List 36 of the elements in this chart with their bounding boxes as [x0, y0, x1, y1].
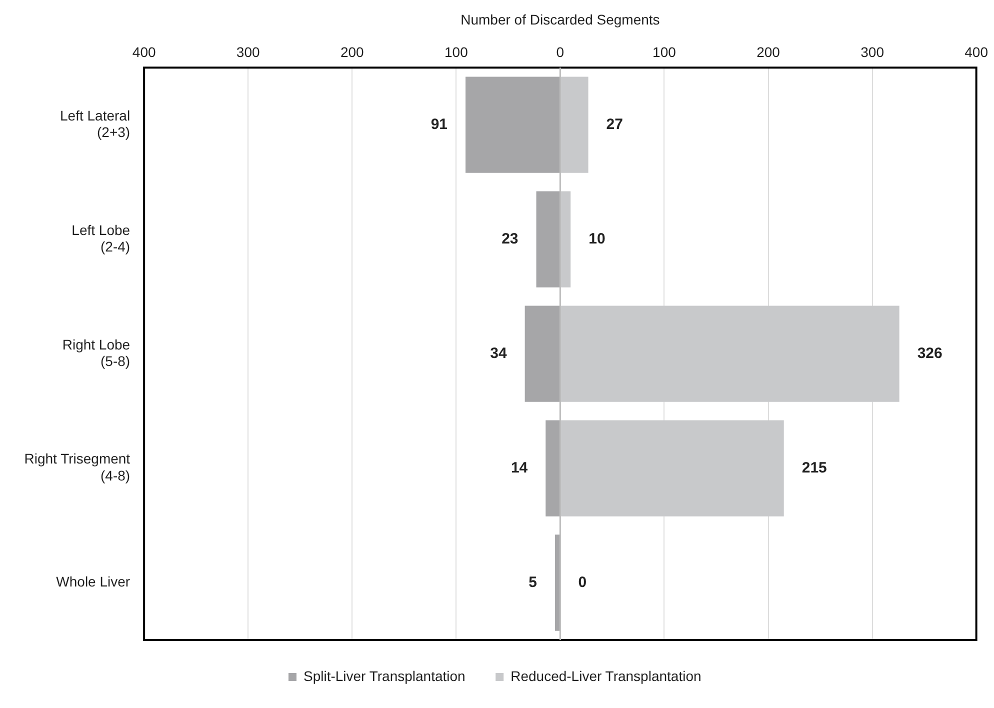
- bar: [560, 191, 571, 288]
- bar: [524, 306, 560, 402]
- bar: [536, 191, 560, 288]
- bar: [554, 534, 560, 631]
- x-tick-label: 100: [652, 44, 676, 60]
- y-tick-label: Left Lobe (2-4): [72, 222, 130, 255]
- x-tick-label: 200: [756, 44, 780, 60]
- data-label: 5: [528, 574, 537, 591]
- y-tick-label: Whole Liver: [56, 574, 130, 590]
- data-label: 10: [588, 230, 606, 248]
- bar: [560, 76, 588, 173]
- y-tick-label: Right Trisegment (4-8): [24, 450, 130, 484]
- x-tick-label: 300: [236, 44, 260, 60]
- x-tick-label: 0: [556, 44, 564, 60]
- data-label: 91: [430, 116, 448, 133]
- data-label: 215: [802, 459, 827, 476]
- data-label: 0: [578, 574, 587, 591]
- x-tick-label: 400: [964, 44, 988, 60]
- data-label: 326: [917, 344, 942, 362]
- data-label: 14: [510, 459, 528, 476]
- data-label: 27: [606, 116, 623, 133]
- data-label: 23: [502, 230, 518, 248]
- bar: [546, 420, 560, 516]
- x-tick-label: 300: [860, 44, 884, 60]
- legend-label: Reduced-Liver Transplantation: [510, 668, 702, 684]
- bar: [560, 306, 900, 402]
- x-tick-label: 100: [444, 44, 468, 60]
- data-label: 34: [490, 344, 508, 362]
- y-tick-label: Right Lobe (5-8): [62, 336, 130, 370]
- bar: [466, 76, 560, 173]
- legend-label: Split-Liver Transplantation: [303, 668, 466, 684]
- x-tick-label: 400: [132, 44, 156, 60]
- x-axis-title: Number of Discarded Segments: [460, 11, 660, 28]
- y-tick-label: Left Lateral (2+3): [60, 107, 130, 140]
- x-tick-label: 200: [340, 44, 364, 60]
- bar: [560, 420, 784, 516]
